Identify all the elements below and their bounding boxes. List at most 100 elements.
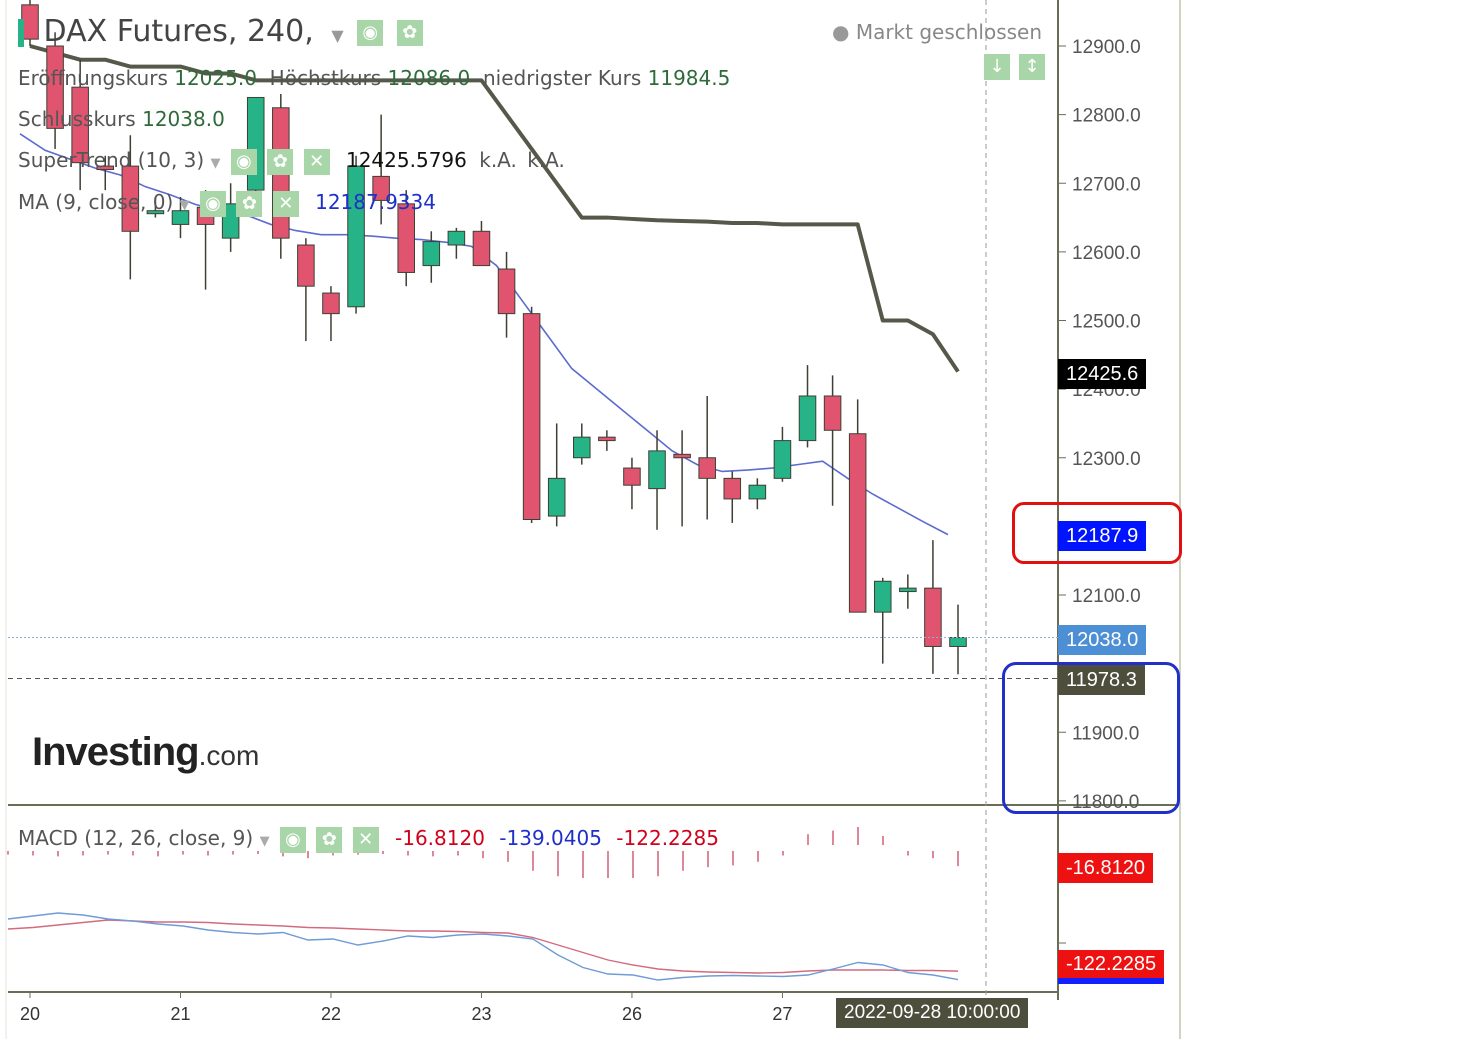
candle-body xyxy=(823,395,842,431)
x-tick-label: 26 xyxy=(622,1004,642,1024)
candle-down xyxy=(497,251,516,338)
candle-body xyxy=(798,395,817,442)
candle-body xyxy=(698,457,716,479)
market-status: ● Markt geschlossen xyxy=(832,20,1043,44)
candle-body xyxy=(873,580,892,613)
candle-up xyxy=(547,423,566,527)
y-tick-label: 11900.0 xyxy=(1072,723,1139,744)
y-tick-label: 12500.0 xyxy=(1072,312,1141,333)
x-tick-label: 27 xyxy=(772,1004,792,1024)
candle-body xyxy=(573,436,591,459)
chevron-down-icon[interactable]: ▼ xyxy=(331,26,344,45)
close-icon[interactable]: ✕ xyxy=(303,148,330,175)
candle-down xyxy=(322,286,340,342)
candle-body xyxy=(96,165,115,171)
candle-body xyxy=(71,86,89,164)
candle-up xyxy=(447,227,466,259)
macd-hist-box: -16.8120 xyxy=(1058,853,1153,883)
supertrend-line xyxy=(29,44,960,373)
candle-down xyxy=(698,395,716,520)
candle-body xyxy=(322,292,340,315)
gear-icon[interactable]: ✿ xyxy=(396,19,423,46)
candle-down xyxy=(96,155,115,191)
supertrend-layer xyxy=(29,44,960,373)
y-tick-label: 12700.0 xyxy=(1072,174,1141,195)
candle-body xyxy=(598,436,616,442)
chevron-down-icon[interactable]: ▼ xyxy=(210,156,221,171)
candle-down xyxy=(372,114,390,225)
candle-body xyxy=(297,244,315,287)
candle-body xyxy=(171,210,190,225)
macd-layer xyxy=(7,827,959,981)
candle-down xyxy=(848,399,867,613)
x-tick-label: 20 xyxy=(20,1004,40,1024)
y-tick-label: 12100.0 xyxy=(1072,586,1141,607)
candle-down xyxy=(522,306,541,523)
candle-body xyxy=(949,637,967,647)
gear-icon[interactable]: ✿ xyxy=(267,148,294,175)
candle-up xyxy=(146,196,165,218)
candle-down xyxy=(71,59,89,191)
arrow-down-icon[interactable]: ↓ xyxy=(984,54,1010,80)
candle-body xyxy=(522,313,541,521)
eye-icon[interactable]: ◉ xyxy=(357,19,384,46)
close-icon[interactable]: ✕ xyxy=(272,190,299,217)
status-dot-icon: ● xyxy=(832,20,850,44)
candle-up xyxy=(748,478,767,510)
close-icon[interactable]: ✕ xyxy=(352,826,379,853)
candle-body xyxy=(623,467,641,486)
green-bar-icon xyxy=(18,18,24,47)
candle-body xyxy=(372,175,390,201)
candle-down xyxy=(272,94,290,259)
candle-up xyxy=(347,155,365,314)
red-highlight-ellipse xyxy=(1012,502,1182,564)
candle-body xyxy=(121,165,140,232)
overlay-layer xyxy=(8,0,1058,998)
arrows-updown-icon[interactable]: ↕ xyxy=(1019,54,1046,80)
candle-up xyxy=(422,231,441,283)
blue-highlight-box xyxy=(1002,662,1180,814)
macd-line xyxy=(7,912,959,981)
ohlc-row: Eröffnungskurs 12025.0 Höchstkurs 12086.… xyxy=(18,66,731,90)
candle-body xyxy=(397,203,415,273)
eye-icon[interactable]: ◉ xyxy=(230,148,257,175)
candle-down xyxy=(397,190,415,287)
candle-up xyxy=(171,196,190,239)
candles-layer xyxy=(21,0,967,675)
candle-down xyxy=(924,540,942,674)
x-tick-label: 22 xyxy=(321,1004,341,1024)
scroll-buttons: ↓ ↕ xyxy=(984,54,1046,80)
candle-down xyxy=(46,32,64,149)
candle-up xyxy=(573,423,591,465)
y-tick-label: 12900.0 xyxy=(1072,37,1141,58)
chart-title: DAX Futures, 240, xyxy=(43,14,314,49)
candle-body xyxy=(447,230,466,246)
y-tick-label: 12600.0 xyxy=(1072,243,1141,264)
x-tick-label: 21 xyxy=(170,1004,190,1024)
candle-body xyxy=(497,268,516,315)
candle-body xyxy=(673,453,691,459)
candle-down xyxy=(598,430,616,451)
gear-icon[interactable]: ✿ xyxy=(316,826,343,853)
macd-signal-box: -122.2285 xyxy=(1058,950,1165,984)
x-tick-label: 23 xyxy=(471,1004,491,1024)
candle-body xyxy=(899,587,917,593)
gear-icon[interactable]: ✿ xyxy=(236,190,263,217)
candle-up xyxy=(873,577,892,664)
candle-body xyxy=(648,450,666,490)
eye-icon[interactable]: ◉ xyxy=(279,826,306,853)
candle-up xyxy=(899,574,917,609)
eye-icon[interactable]: ◉ xyxy=(200,190,227,217)
chevron-down-icon[interactable]: ▼ xyxy=(179,198,190,213)
candle-down xyxy=(472,220,491,267)
candle-down xyxy=(723,471,742,523)
crosshair-price-box: 11978.3 xyxy=(1058,665,1145,695)
candle-down xyxy=(121,135,140,280)
candle-up xyxy=(221,183,240,252)
candle-body xyxy=(472,230,491,267)
candle-body xyxy=(773,440,792,479)
chevron-down-icon[interactable]: ▼ xyxy=(259,834,270,849)
candle-body xyxy=(924,587,942,647)
candle-up xyxy=(648,430,666,530)
